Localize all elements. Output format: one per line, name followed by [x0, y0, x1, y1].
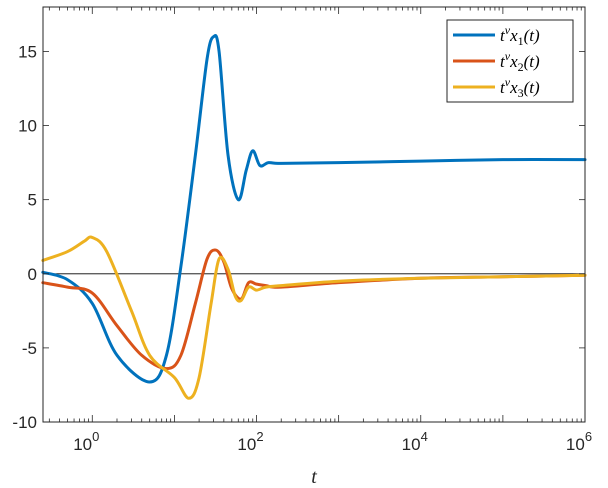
legend-mid: x — [509, 78, 518, 97]
series-line-x1 — [41, 34, 587, 384]
x-tick-exponent: 2 — [256, 429, 263, 444]
x-tick-base: 10 — [566, 435, 585, 454]
legend-tail: (t) — [524, 26, 540, 45]
x-tick-label: 104 — [402, 429, 428, 454]
legend-tail: (t) — [524, 78, 540, 97]
y-tick-label: 0 — [28, 265, 37, 284]
x-tick-base: 10 — [402, 435, 421, 454]
x-tick-exponent: 4 — [421, 429, 428, 444]
legend-sub: 1 — [518, 34, 524, 48]
legend-sub: 2 — [518, 60, 524, 74]
x-tick-exponent: 6 — [585, 429, 592, 444]
series-line-x3 — [41, 235, 587, 400]
legend-sub: 3 — [518, 86, 524, 100]
legend-sup: ν — [505, 75, 511, 89]
y-tick-label: -10 — [12, 413, 37, 432]
legend-entry-x1: tνx1(t) — [500, 23, 540, 48]
x-tick-base: 10 — [73, 435, 92, 454]
series-layer — [41, 34, 587, 400]
x-tick-label: 102 — [237, 429, 263, 454]
legend-entry-x3: tνx3(t) — [500, 75, 540, 100]
legend-base: t — [500, 26, 506, 45]
y-axis-ticks: 15 10 5 0 -5 -10 — [12, 42, 585, 432]
legend-mid: x — [509, 26, 518, 45]
legend-mid: x — [509, 52, 518, 71]
x-tick-exponent: 0 — [92, 429, 99, 444]
y-tick-label: 15 — [18, 42, 37, 61]
x-tick-label: 100 — [73, 429, 99, 454]
y-tick-label: -5 — [22, 339, 37, 358]
y-tick-label: 5 — [28, 191, 37, 210]
legend-base: t — [500, 52, 506, 71]
legend-entry-x2: tνx2(t) — [500, 49, 540, 74]
x-axis-ticks: 100 102 104 106 — [48, 7, 592, 454]
legend-sup: ν — [505, 49, 511, 63]
x-tick-base: 10 — [237, 435, 256, 454]
x-tick-label: 106 — [566, 429, 592, 454]
x-axis-label: t — [311, 466, 317, 488]
legend: tνx1(t)tνx2(t)tνx3(t) — [446, 19, 574, 103]
legend-base: t — [500, 78, 506, 97]
y-tick-label: 10 — [18, 117, 37, 136]
legend-sup: ν — [505, 23, 511, 37]
legend-tail: (t) — [524, 52, 540, 71]
